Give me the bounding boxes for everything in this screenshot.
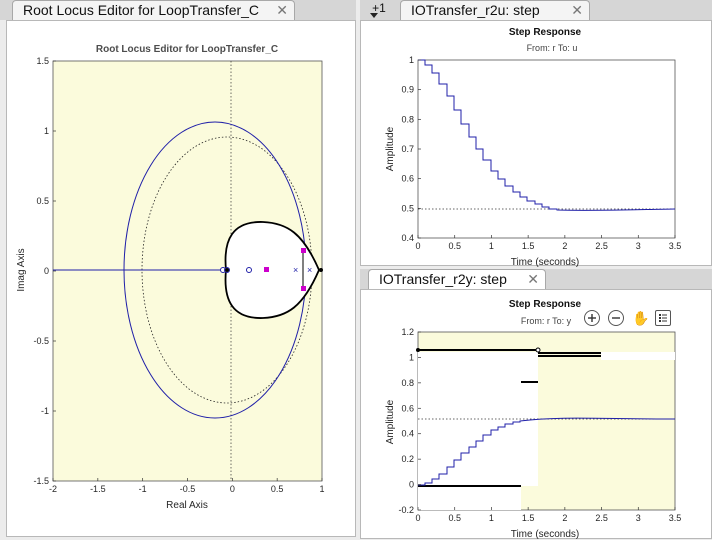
y-tick-label: 0.6 bbox=[401, 174, 414, 184]
x-axis-label: Time (seconds) bbox=[511, 529, 580, 540]
x-tick-label: 2 bbox=[562, 513, 567, 523]
root-locus-panel: × × Root Locus Editor for LoopTransfer_C… bbox=[6, 20, 356, 537]
pole-marker[interactable] bbox=[319, 268, 323, 272]
io-channel-label: From: r To: u bbox=[527, 43, 578, 53]
right-bottom-tabbar: IOTransfer_r2y: step ✕ bbox=[360, 269, 712, 289]
step-response-curve bbox=[418, 59, 676, 211]
chevron-down-icon bbox=[370, 13, 378, 18]
x-tick-label: 3.5 bbox=[669, 513, 682, 523]
y-tick-label: -1.5 bbox=[33, 476, 49, 486]
pole-marker[interactable] bbox=[225, 268, 229, 272]
y-tick-label: 1.5 bbox=[36, 56, 49, 66]
plot-title: Root Locus Editor for LoopTransfer_C bbox=[96, 44, 278, 55]
x-tick-label: -1.5 bbox=[90, 484, 106, 494]
y-tick-label: 1 bbox=[44, 126, 49, 136]
left-tabbar: Root Locus Editor for LoopTransfer_C ✕ bbox=[0, 0, 356, 20]
step-r2u-plot[interactable]: Step Response From: r To: u 1 0.9 0.8 0.7 0.… bbox=[361, 21, 712, 267]
closed-loop-pole-marker[interactable] bbox=[301, 248, 306, 253]
y-tick-label: 0.4 bbox=[401, 429, 414, 439]
y-tick-label: 0 bbox=[409, 480, 414, 490]
y-tick-label: 0.9 bbox=[401, 85, 414, 95]
x-tick-label: 1 bbox=[319, 484, 324, 494]
x-tick-label: 0.5 bbox=[271, 484, 284, 494]
pole-x-marker[interactable]: × bbox=[293, 265, 298, 275]
bound-handle[interactable] bbox=[416, 348, 420, 352]
y-tick-label: 0.7 bbox=[401, 144, 414, 154]
y-axis-label: Amplitude bbox=[385, 126, 396, 171]
y-tick-label: -1 bbox=[41, 406, 49, 416]
zoom-out-icon[interactable] bbox=[608, 310, 624, 326]
root-locus-plot[interactable]: × × Root Locus Editor for LoopTransfer_C… bbox=[7, 21, 357, 538]
bound-handle[interactable] bbox=[535, 347, 541, 353]
x-tick-label: 2.5 bbox=[595, 513, 608, 523]
x-tick-label: 2.5 bbox=[595, 241, 608, 251]
y-tick-label: 0.8 bbox=[401, 114, 414, 124]
plot-area[interactable] bbox=[417, 59, 676, 239]
x-tick-label: -2 bbox=[49, 484, 57, 494]
x-tick-label: -1 bbox=[139, 484, 147, 494]
y-tick-label: 1 bbox=[409, 55, 414, 65]
x-tick-label: 0 bbox=[415, 513, 420, 523]
x-tick-label: 0.5 bbox=[448, 513, 461, 523]
io-channel-label: From: r To: y bbox=[521, 316, 572, 326]
plot-title: Step Response bbox=[509, 299, 582, 310]
x-tick-label: 1 bbox=[489, 513, 494, 523]
y-tick-label: -0.5 bbox=[33, 336, 49, 346]
close-icon[interactable]: ✕ bbox=[571, 2, 583, 18]
y-tick-label: -0.2 bbox=[398, 505, 414, 515]
overflow-count: +1 bbox=[372, 1, 386, 15]
plot-title: Step Response bbox=[509, 27, 582, 38]
pan-hand-icon[interactable]: ✋ bbox=[632, 310, 650, 326]
y-tick-label: 0.4 bbox=[401, 233, 414, 243]
tab-overflow-button[interactable]: +1 bbox=[364, 0, 394, 20]
x-tick-label: 1 bbox=[489, 241, 494, 251]
y-tick-label: 0.6 bbox=[401, 403, 414, 413]
step-response-curve bbox=[418, 417, 676, 486]
tab-label: IOTransfer_r2y: step bbox=[379, 271, 507, 287]
x-tick-label: 1.5 bbox=[522, 513, 535, 523]
step-r2y-plot[interactable]: Step Response From: r To: y 1.2 1 0.8 0.6 0.… bbox=[361, 290, 712, 540]
close-icon[interactable]: ✕ bbox=[276, 2, 288, 18]
step-r2u-panel: Step Response From: r To: u 1 0.9 0.8 0.7 0.… bbox=[360, 20, 712, 267]
pole-x-marker[interactable]: × bbox=[307, 265, 312, 275]
y-tick-label: 0 bbox=[44, 266, 49, 276]
x-tick-label: 3.5 bbox=[669, 241, 682, 251]
design-region bbox=[418, 352, 521, 510]
design-region bbox=[601, 352, 675, 360]
y-tick-label: 0.8 bbox=[401, 378, 414, 388]
zoom-in-icon[interactable] bbox=[584, 310, 600, 326]
closed-loop-pole-marker[interactable] bbox=[264, 267, 269, 272]
x-tick-label: 0 bbox=[415, 241, 420, 251]
x-tick-label: 1.5 bbox=[522, 241, 535, 251]
legend-icon[interactable] bbox=[655, 310, 671, 326]
x-tick-label: 0 bbox=[230, 484, 235, 494]
zero-marker[interactable] bbox=[246, 267, 252, 273]
closed-loop-pole-marker[interactable] bbox=[301, 286, 306, 291]
tab-iotransfer-r2y[interactable]: IOTransfer_r2y: step ✕ bbox=[368, 269, 546, 289]
y-tick-label: 0.2 bbox=[401, 454, 414, 464]
x-axis-label: Real Axis bbox=[166, 500, 208, 511]
tab-iotransfer-r2u[interactable]: IOTransfer_r2u: step ✕ bbox=[400, 0, 590, 20]
y-axis-label: Imag Axis bbox=[16, 248, 27, 291]
tab-label: IOTransfer_r2u: step bbox=[411, 2, 540, 18]
close-icon[interactable]: ✕ bbox=[527, 271, 539, 287]
x-tick-label: 0.5 bbox=[448, 241, 461, 251]
y-tick-label: 0.5 bbox=[401, 203, 414, 213]
y-tick-label: 1 bbox=[409, 352, 414, 362]
x-tick-label: -0.5 bbox=[180, 484, 196, 494]
x-tick-label: 2 bbox=[562, 241, 567, 251]
x-axis-label: Time (seconds) bbox=[511, 257, 580, 267]
y-axis-label: Amplitude bbox=[385, 399, 396, 444]
x-tick-label: 3 bbox=[636, 513, 641, 523]
step-r2y-panel: Step Response From: r To: y 1.2 1 0.8 0.6 0.… bbox=[360, 289, 712, 540]
y-tick-label: 0.5 bbox=[36, 196, 49, 206]
tab-label: Root Locus Editor for LoopTransfer_C bbox=[23, 2, 260, 18]
right-top-tabbar: +1 IOTransfer_r2u: step ✕ bbox=[360, 0, 712, 20]
y-tick-label: 1.2 bbox=[401, 327, 414, 337]
x-tick-label: 3 bbox=[636, 241, 641, 251]
tab-root-locus-editor[interactable]: Root Locus Editor for LoopTransfer_C ✕ bbox=[12, 0, 295, 20]
